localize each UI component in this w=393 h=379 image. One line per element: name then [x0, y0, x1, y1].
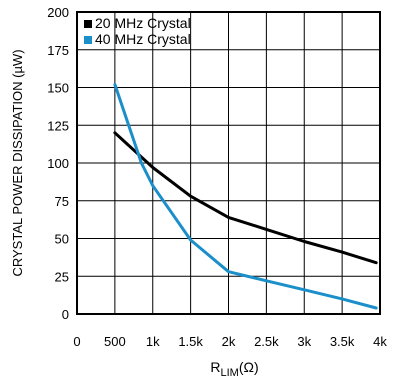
plot-frame: [76, 11, 381, 315]
y-axis-label: CRYSTAL POWER DISSIPATION (µW): [10, 49, 25, 276]
legend-swatch: [84, 36, 92, 44]
series-line-2: [113, 83, 378, 310]
y-tick-label: 50: [55, 232, 69, 247]
x-tick-label: 0: [73, 334, 80, 349]
series-lines: [113, 83, 378, 310]
x-tick-label: 3.5k: [330, 334, 355, 349]
y-tick-label: 0: [62, 307, 69, 322]
y-tick-label: 75: [55, 194, 69, 209]
grid-lines: [76, 11, 381, 315]
y-tick-label: 25: [55, 269, 69, 284]
x-tick-label: 4k: [373, 334, 387, 349]
x-axis-label-subscript: LIM: [220, 367, 238, 379]
y-tick-labels: 0 25 50 75 100 125 150 175 200: [47, 5, 69, 322]
x-tick-label: 2.5k: [254, 334, 279, 349]
x-tick-labels: 0 500 1k 1.5k 2k 2.5k 3k 3.5k 4k: [73, 334, 387, 349]
legend-swatch: [84, 20, 92, 28]
series-line-1: [113, 131, 378, 265]
x-tick-label: 500: [104, 334, 126, 349]
x-tick-label: 2k: [222, 334, 236, 349]
y-tick-label: 200: [47, 5, 69, 20]
x-tick-label: 3k: [297, 334, 311, 349]
y-tick-label: 125: [47, 118, 69, 133]
legend-label: 20 MHz Crystal: [95, 15, 191, 31]
legend-label: 40 MHz Crystal: [95, 31, 191, 47]
x-axis-label: RLIM(Ω): [210, 359, 258, 379]
y-tick-label: 175: [47, 43, 69, 58]
y-tick-label: 100: [47, 156, 69, 171]
x-axis-label-unit: (Ω): [239, 359, 259, 375]
x-tick-label: 1.5k: [178, 334, 203, 349]
x-tick-label: 1k: [146, 334, 160, 349]
y-tick-label: 150: [47, 81, 69, 96]
x-axis-label-main: R: [210, 359, 220, 375]
